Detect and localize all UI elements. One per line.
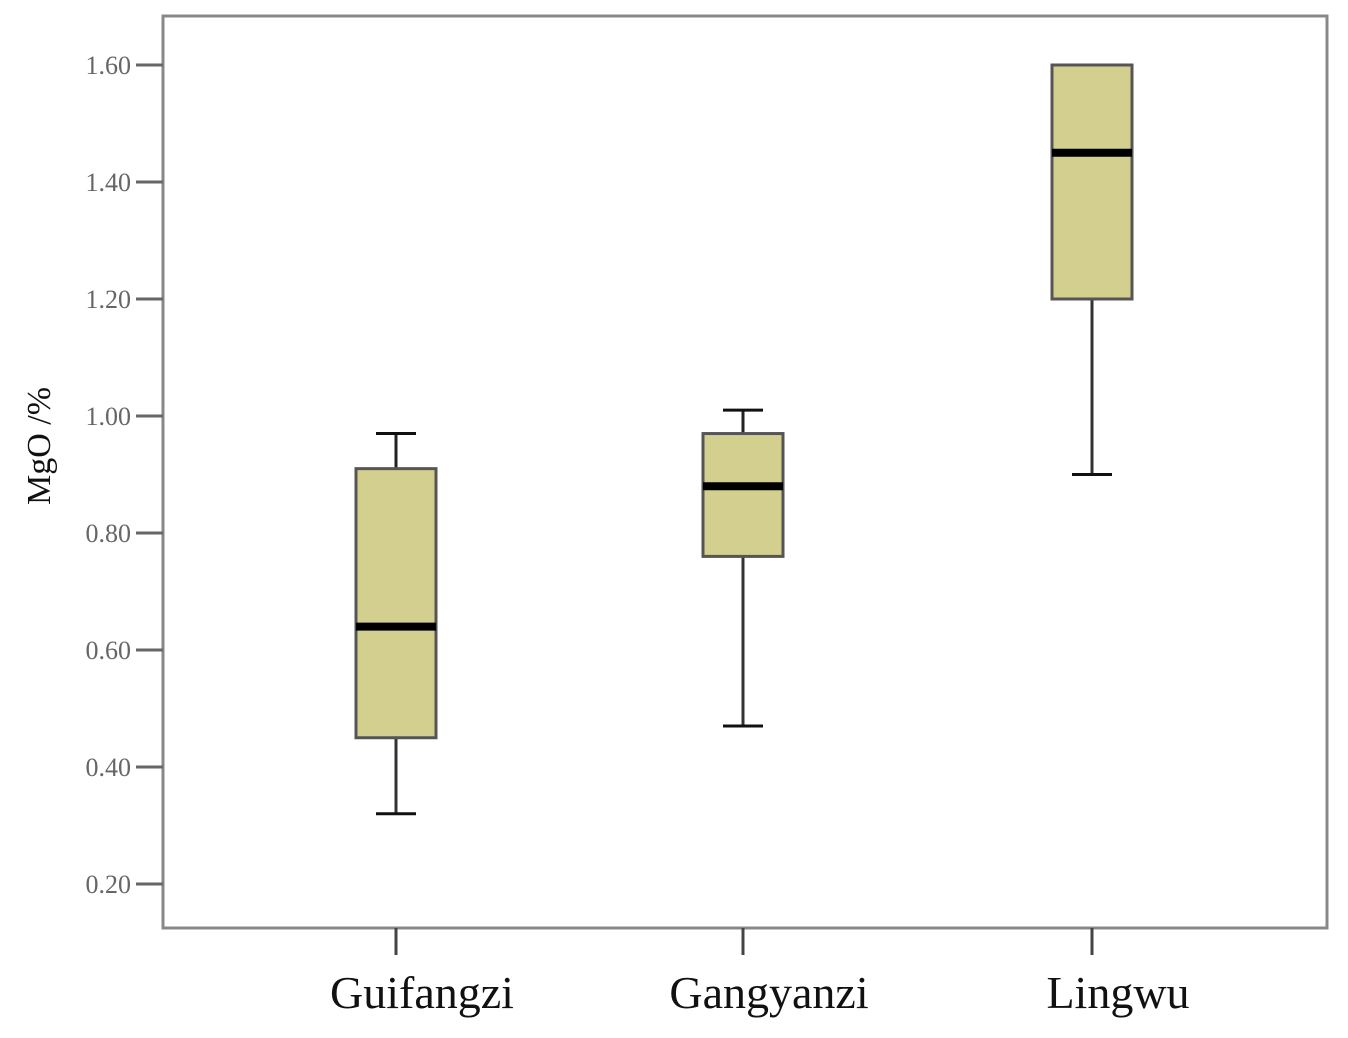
y-tick-label: 0.80 <box>86 519 132 548</box>
y-axis-title: MgO /% <box>21 387 58 505</box>
y-tick-label: 1.40 <box>86 168 132 197</box>
y-tick-label: 0.20 <box>86 870 132 899</box>
box-guifangzi <box>354 432 438 816</box>
plot-frame <box>161 14 1329 930</box>
y-tick-label: 1.00 <box>86 402 132 431</box>
box-gangyanzi <box>701 408 785 728</box>
iqr-box <box>1050 63 1134 301</box>
iqr-box <box>701 432 785 558</box>
iqr-box <box>354 467 438 740</box>
x-tick-label: Guifangzi <box>330 967 514 1018</box>
y-tick-label: 0.40 <box>86 753 132 782</box>
x-tick-label: Lingwu <box>1046 967 1189 1018</box>
y-tick-label: 0.60 <box>86 636 132 665</box>
y-tick-label: 1.20 <box>86 285 132 314</box>
y-tick-label: 1.60 <box>86 51 132 80</box>
x-tick-label: Gangyanzi <box>669 967 868 1018</box>
box-lingwu <box>1050 63 1134 476</box>
